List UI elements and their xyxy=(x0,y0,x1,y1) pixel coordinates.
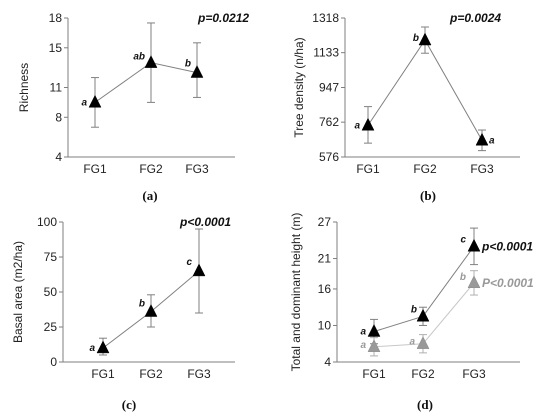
data-point xyxy=(190,65,204,78)
x-tick-label: FG3 xyxy=(470,162,494,176)
significance-letter: b xyxy=(185,59,191,70)
x-tick-label: FG1 xyxy=(91,367,115,381)
data-point xyxy=(467,275,481,289)
x-tick-label: FG2 xyxy=(139,162,163,176)
y-tick-label: 762 xyxy=(319,115,339,129)
significance-letter: a xyxy=(360,327,366,338)
y-tick-label: 75 xyxy=(44,250,58,264)
y-tick-label: 18 xyxy=(49,11,63,25)
y-axis-title: Total and dominant height (m) xyxy=(289,213,303,372)
data-point xyxy=(467,238,481,252)
p-value-label: p=0.0024 xyxy=(449,11,501,25)
significance-letter: a xyxy=(409,337,415,348)
data-point xyxy=(416,308,430,322)
significance-letter: c xyxy=(460,234,466,245)
data-point xyxy=(416,336,430,349)
y-tick-label: 947 xyxy=(319,81,339,95)
significance-letter: c xyxy=(186,257,192,268)
x-tick-label: FG1 xyxy=(83,162,107,176)
significance-letter: a xyxy=(81,97,87,108)
y-axis-title: Richness xyxy=(17,63,31,112)
p-value-label: p<0.0001 xyxy=(179,215,231,229)
chart-panel: 4 10 16 21 27 FG1 FG2 FG3 Total and dominant hei… xyxy=(289,213,534,412)
chart-panel: 576 762 947 1133 1318 FG1 FG2 FG3 Tree density (… xyxy=(292,11,520,203)
x-tick-label: FG3 xyxy=(462,367,486,381)
data-point xyxy=(361,117,375,131)
significance-letter: b xyxy=(460,272,466,283)
y-tick-label: 50 xyxy=(44,285,58,299)
series-p-value-label: p<0.0001 xyxy=(481,239,533,253)
y-tick-label: 4 xyxy=(324,355,331,369)
x-tick-label: FG3 xyxy=(187,367,211,381)
p-value-label: p=0.0212 xyxy=(197,11,249,25)
series-line xyxy=(367,39,483,141)
y-axis-title: Tree density (n/ha) xyxy=(292,37,306,137)
significance-letter: ab xyxy=(133,52,145,63)
series-p-value-label: P<0.0001 xyxy=(482,276,534,290)
data-point xyxy=(88,94,102,108)
panel-caption: (a) xyxy=(142,188,157,203)
chart-panel: 0 25 50 75 100 FG1 FG2 FG3 Basal area (m2/ha) p<0… xyxy=(11,215,235,412)
panel-caption: (b) xyxy=(420,188,436,203)
significance-letter: a xyxy=(354,120,360,131)
x-tick-label: FG1 xyxy=(362,367,386,381)
panel-caption: (d) xyxy=(417,397,433,412)
x-tick-label: FG1 xyxy=(356,162,380,176)
y-tick-label: 15 xyxy=(49,41,63,55)
y-tick-label: 100 xyxy=(37,215,57,229)
y-tick-label: 25 xyxy=(44,320,58,334)
data-point xyxy=(367,339,381,352)
significance-letter: a xyxy=(489,135,495,146)
x-tick-label: FG2 xyxy=(413,162,437,176)
y-axis-title: Basal area (m2/ha) xyxy=(11,241,25,343)
y-tick-label: 576 xyxy=(319,150,339,164)
significance-letter: b xyxy=(411,304,417,315)
data-point xyxy=(475,132,489,146)
significance-letter: a xyxy=(89,343,95,354)
y-tick-label: 27 xyxy=(318,215,332,229)
chart-panel: 4 8 11 15 18 FG1 FG2 FG3 Richness p=0.0212 a ab b (a) xyxy=(17,11,249,203)
x-tick-label: FG3 xyxy=(185,162,209,176)
significance-letter: b xyxy=(413,33,419,44)
y-tick-label: 1133 xyxy=(313,46,339,60)
y-tick-label: 16 xyxy=(318,282,332,296)
y-tick-label: 10 xyxy=(318,318,332,332)
y-tick-label: 11 xyxy=(50,81,63,95)
y-tick-label: 1318 xyxy=(312,11,339,25)
data-point xyxy=(96,340,110,354)
y-tick-label: 0 xyxy=(50,355,57,369)
y-tick-label: 4 xyxy=(55,150,62,164)
data-point xyxy=(144,55,158,68)
significance-letter: b xyxy=(139,299,145,310)
x-tick-label: FG2 xyxy=(411,367,435,381)
significance-letter: a xyxy=(360,340,366,351)
data-point xyxy=(192,263,206,277)
data-point xyxy=(144,304,158,317)
x-tick-label: FG2 xyxy=(139,367,163,381)
panel-caption: (c) xyxy=(122,397,136,412)
series-line xyxy=(94,62,198,103)
y-tick-label: 21 xyxy=(318,252,332,266)
y-tick-label: 8 xyxy=(55,110,62,124)
data-point xyxy=(367,324,381,337)
data-point xyxy=(418,32,432,46)
